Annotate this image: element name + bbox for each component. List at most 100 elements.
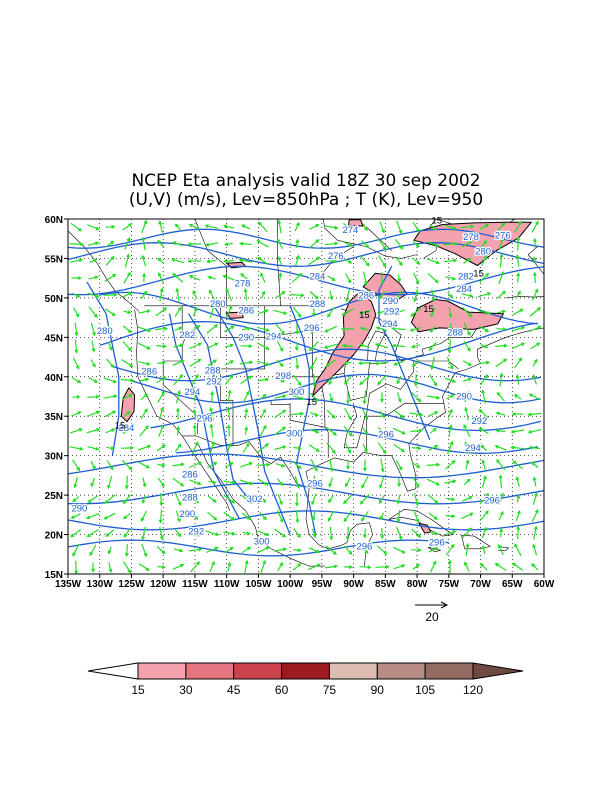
wind-vector-head (162, 344, 167, 349)
isotherm-label: 286 (358, 291, 374, 302)
wind-vector-head (124, 485, 129, 490)
wind-vector (410, 430, 422, 432)
wind-vector-head (226, 424, 231, 429)
wind-vector-head (160, 424, 165, 429)
wind-vector (496, 328, 506, 330)
wind-vector (329, 526, 333, 540)
wind-vector (528, 429, 542, 433)
wind-vector (88, 276, 98, 280)
wind-vector-head (89, 552, 94, 557)
wind-vector-head (227, 442, 232, 448)
wind-vector-head (452, 530, 457, 534)
wind-vector-head (256, 240, 261, 244)
wind-vector (244, 560, 248, 574)
wind-vector (379, 410, 385, 418)
isotherm-label: 280 (210, 299, 226, 310)
wind-vector (428, 374, 438, 386)
wind-vector (378, 494, 386, 504)
wind-vector-head (278, 272, 283, 277)
wind-vector (499, 254, 503, 268)
wind-vector-head (312, 534, 317, 539)
wind-vector-head (401, 430, 407, 435)
wind-vector-head (453, 258, 458, 263)
wind-vector-head (485, 360, 491, 365)
wind-vector (239, 259, 253, 263)
wind-vector (242, 391, 250, 403)
wind-vector-head (382, 263, 387, 268)
isotherm-label: 290 (71, 504, 87, 515)
wind-vector (443, 242, 457, 246)
wind-vector-head (309, 347, 313, 352)
colorbar-segment (328, 662, 378, 680)
wind-vector-head (195, 499, 199, 504)
wind-vector (329, 459, 333, 471)
wind-vector-head (415, 243, 420, 248)
wind-vector (172, 564, 184, 570)
wind-vector-head (433, 531, 438, 536)
wind-vector-head (467, 347, 471, 352)
wind-vector-head (197, 342, 203, 347)
wind-vector-head (127, 271, 131, 276)
wind-vector-head (110, 255, 115, 260)
isotherm-line (378, 265, 431, 441)
x-tick-label: 120W (150, 579, 177, 590)
wind-vector-head (537, 325, 542, 330)
wind-vector (313, 475, 315, 489)
wind-vector-head (229, 546, 234, 551)
wind-vector (189, 479, 201, 485)
wind-vector-head (194, 515, 199, 520)
wind-vector (172, 360, 184, 366)
wind-vector-head (499, 253, 504, 258)
wind-vector (479, 273, 489, 283)
wind-vector (393, 546, 405, 554)
wind-vector (514, 543, 522, 557)
wind-vector (223, 494, 235, 504)
wind-vector (194, 425, 196, 437)
wind-vector (140, 393, 148, 401)
wind-vector-head (500, 492, 504, 497)
wind-vector-head (263, 424, 267, 429)
wind-vector-head (300, 293, 305, 298)
wind-vector (393, 360, 405, 366)
wind-vector (87, 528, 99, 538)
wind-vector-head (123, 515, 128, 520)
wind-vector-head (316, 563, 321, 568)
wind-vector (107, 342, 113, 350)
wind-vector-head (87, 499, 92, 503)
isotherm-line (68, 539, 449, 557)
wind-vector (497, 223, 505, 231)
wind-vector (312, 373, 316, 387)
wind-vector (158, 407, 164, 421)
wind-speed-label: 15 (306, 397, 317, 408)
wind-vector-head (127, 310, 132, 315)
wind-vector (411, 528, 421, 538)
x-tick-label: 105W (245, 579, 272, 590)
wind-vector-head (532, 374, 537, 379)
wind-vector-head (127, 427, 133, 432)
isotherm-label: 286 (238, 306, 254, 317)
wind-vector-head (112, 410, 117, 415)
wind-vector-head (257, 221, 262, 226)
isotherm-label: 296 (307, 478, 323, 489)
x-tick-label: 75W (439, 579, 460, 590)
wind-vector (381, 527, 383, 539)
wind-vector (90, 461, 96, 469)
wind-vector (74, 322, 78, 336)
isotherm-line (68, 265, 544, 296)
wind-vector (328, 375, 334, 385)
wind-vector-head (198, 547, 203, 552)
wind-vector-head (128, 394, 133, 398)
wind-vector-head (249, 481, 254, 486)
wind-vector (172, 463, 184, 467)
wind-vector-head (180, 359, 185, 364)
wind-vector-head (378, 295, 383, 300)
wind-vector-head (297, 548, 302, 553)
colorbar-label: 75 (323, 683, 337, 697)
wind-vector-head (468, 496, 473, 500)
wind-vector-head (434, 547, 439, 551)
wind-vector-head (449, 440, 454, 446)
wind-vector-head (449, 408, 453, 413)
wind-vector (205, 225, 219, 229)
wind-vector-head (179, 343, 184, 348)
wind-vector (294, 255, 300, 267)
